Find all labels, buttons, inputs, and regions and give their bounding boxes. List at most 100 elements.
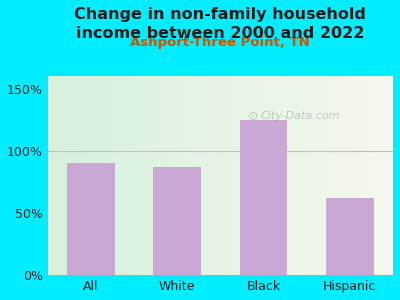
Bar (276, 76, 279, 275)
Bar (189, 76, 193, 275)
Bar (113, 76, 117, 275)
Bar (92, 76, 96, 275)
Bar (79, 76, 82, 275)
Bar (265, 76, 269, 275)
Bar (220, 76, 224, 275)
Bar (72, 76, 75, 275)
Bar (179, 76, 182, 275)
Bar (376, 76, 379, 275)
Bar (328, 76, 331, 275)
Bar (86, 76, 89, 275)
Bar (386, 76, 390, 275)
Bar (338, 76, 341, 275)
Bar (290, 76, 293, 275)
Bar (193, 76, 196, 275)
Bar (206, 76, 210, 275)
Title: Change in non-family household
income between 2000 and 2022: Change in non-family household income be… (74, 7, 366, 40)
Bar (200, 76, 203, 275)
Bar (293, 76, 296, 275)
Bar (255, 76, 258, 275)
Text: Ashport-Three Point, TN: Ashport-Three Point, TN (130, 36, 310, 50)
Bar (141, 76, 144, 275)
Bar (148, 76, 151, 275)
Bar (272, 76, 276, 275)
Bar (182, 76, 186, 275)
Bar (379, 76, 383, 275)
Bar (262, 76, 265, 275)
Bar (331, 76, 334, 275)
Bar (300, 76, 303, 275)
Bar (234, 76, 238, 275)
Bar (317, 76, 320, 275)
Bar (307, 76, 310, 275)
Bar (224, 76, 227, 275)
Bar (124, 76, 127, 275)
Bar (240, 120, 287, 275)
Bar (186, 76, 189, 275)
Bar (154, 167, 201, 275)
Bar (217, 76, 220, 275)
Bar (341, 76, 345, 275)
Bar (110, 76, 113, 275)
Bar (258, 76, 262, 275)
Bar (120, 76, 124, 275)
Bar (369, 76, 372, 275)
Bar (203, 76, 206, 275)
Bar (127, 76, 130, 275)
Bar (366, 76, 369, 275)
Bar (238, 76, 241, 275)
Bar (244, 76, 248, 275)
Bar (352, 76, 355, 275)
Bar (96, 76, 100, 275)
Bar (54, 76, 58, 275)
Bar (82, 76, 86, 275)
Bar (68, 76, 72, 275)
Bar (103, 76, 106, 275)
Text: ⊙: ⊙ (248, 110, 258, 123)
Bar (196, 76, 200, 275)
Bar (89, 76, 92, 275)
Bar (165, 76, 168, 275)
Bar (158, 76, 162, 275)
Bar (355, 76, 358, 275)
Bar (248, 76, 252, 275)
Bar (252, 76, 255, 275)
Bar (134, 76, 138, 275)
Bar (214, 76, 217, 275)
Bar (106, 76, 110, 275)
Bar (324, 76, 328, 275)
Bar (241, 76, 244, 275)
Bar (372, 76, 376, 275)
Bar (155, 76, 158, 275)
Bar (144, 76, 148, 275)
Bar (172, 76, 176, 275)
Bar (286, 76, 290, 275)
Bar (65, 76, 68, 275)
Bar (310, 76, 314, 275)
Bar (326, 198, 374, 275)
Bar (58, 76, 62, 275)
Bar (296, 76, 300, 275)
Bar (362, 76, 366, 275)
Bar (117, 76, 120, 275)
Bar (151, 76, 155, 275)
Bar (227, 76, 231, 275)
Bar (334, 76, 338, 275)
Bar (62, 76, 65, 275)
Bar (75, 76, 79, 275)
Bar (51, 76, 54, 275)
Bar (130, 76, 134, 275)
Bar (67, 164, 114, 275)
Bar (269, 76, 272, 275)
Bar (348, 76, 352, 275)
Bar (345, 76, 348, 275)
Bar (176, 76, 179, 275)
Bar (383, 76, 386, 275)
Bar (231, 76, 234, 275)
Bar (303, 76, 307, 275)
Bar (358, 76, 362, 275)
Bar (138, 76, 141, 275)
Bar (48, 76, 51, 275)
Bar (210, 76, 214, 275)
Bar (279, 76, 282, 275)
